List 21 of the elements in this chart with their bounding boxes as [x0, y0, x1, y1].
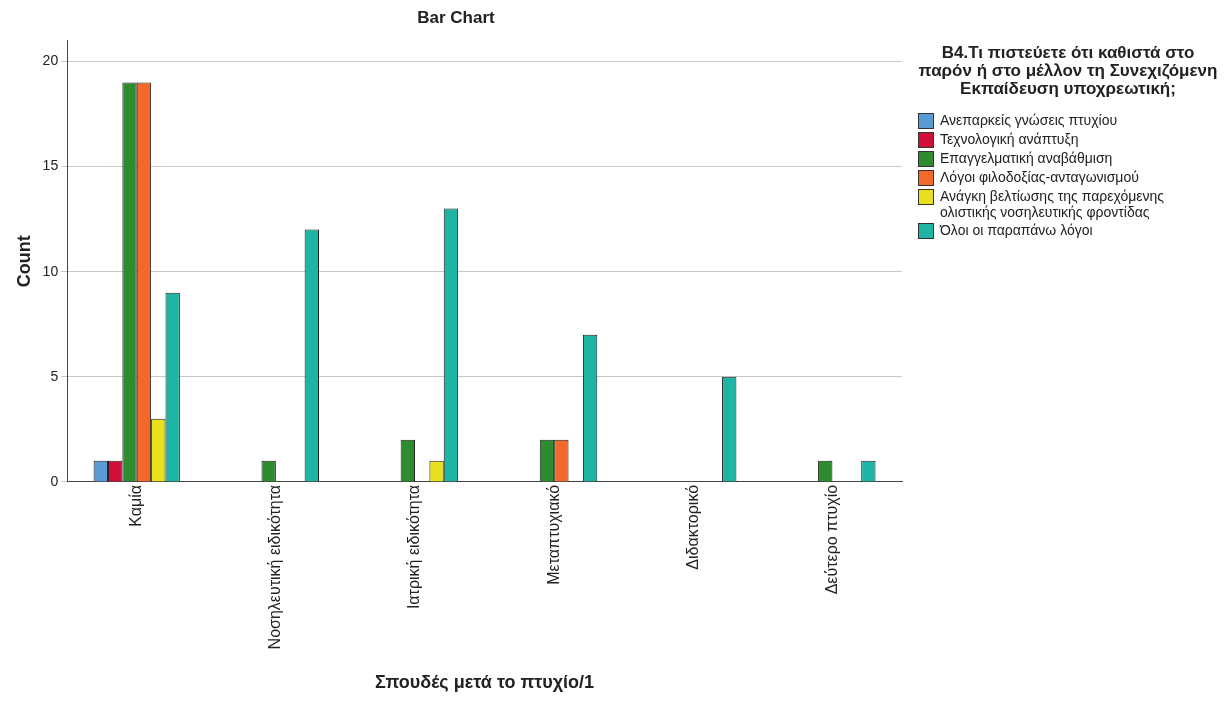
x-tick-label: Μεταπτυχιακό: [544, 484, 562, 585]
y-tick-label: 0: [50, 472, 59, 489]
legend-title: Β4.Τι πιστεύετε ότι καθιστά στο παρόν ή στο μέλλον τη Συνεχιζόμενη Εκπαίδευση υποχρεωτική;: [918, 43, 1218, 98]
legend-label: Επαγγελματική αναβάθμιση: [940, 150, 1113, 166]
chart-title: Bar Chart: [417, 7, 496, 27]
x-axis-title: Σπουδές μετά το πτυχίο/1: [375, 672, 595, 693]
y-tick-label: 5: [50, 367, 59, 384]
y-tick-label: 10: [42, 262, 59, 279]
x-tick-label: Νοσηλευτική ειδικότητα: [266, 484, 284, 650]
y-tick-label: 15: [42, 157, 59, 174]
legend-label: Λόγοι φιλοδοξίας-ανταγωνισμού: [940, 169, 1139, 185]
x-tick-label: Διδακτορικό: [683, 484, 701, 570]
legend-label: Ανεπαρκείς γνώσεις πτυχίου: [940, 112, 1118, 128]
x-tick-label: Καμία: [127, 484, 145, 527]
x-tick-label: Δεύτερο πτυχίο: [822, 484, 840, 595]
x-tick-label: Ιατρική ειδικότητα: [405, 484, 423, 610]
y-axis-title: Count: [13, 235, 34, 288]
legend-label: Όλοι οι παραπάνω λόγοι: [940, 222, 1093, 238]
legend-label: Ανάγκη βελτίωσης της παρεχόμενης ολιστικής νοσηλευτικής φροντίδας: [940, 188, 1166, 220]
y-tick-label: 20: [42, 52, 59, 69]
legend-label: Τεχνολογική ανάπτυξη: [940, 131, 1079, 147]
